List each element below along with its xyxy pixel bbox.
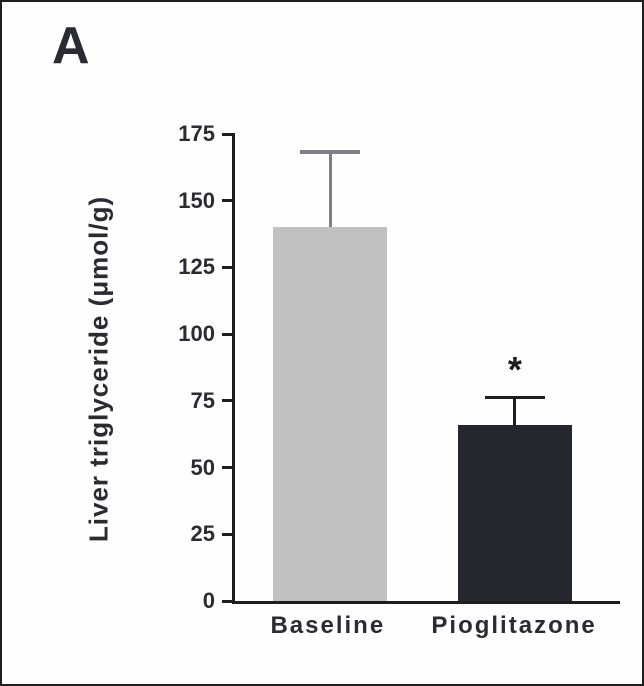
y-axis-tick (222, 532, 235, 536)
plot-area: 0 25 50 75 100 125 150 175 * (178, 123, 620, 612)
bar-baseline (273, 227, 388, 601)
y-axis-tick (222, 199, 235, 203)
error-bar-cap (299, 150, 361, 154)
y-tick-label: 25 (190, 521, 215, 547)
y-axis-label: Liver triglyceride (μmol/g) (83, 195, 114, 543)
y-tick-label: 125 (178, 254, 215, 280)
y-tick-label: 150 (178, 187, 215, 213)
y-tick-label: 175 (178, 121, 215, 146)
y-axis-tick (222, 466, 235, 470)
panel-label: A (52, 17, 90, 75)
y-tick-label: 75 (190, 387, 215, 413)
error-bar-cap (484, 395, 546, 400)
x-category-label: Baseline (270, 612, 386, 639)
significance-asterisk: * (507, 348, 522, 390)
y-tick-label: 0 (202, 588, 215, 613)
bar-pioglitazone (457, 424, 572, 601)
y-axis-tick (222, 399, 235, 403)
y-axis-tick (222, 132, 235, 136)
y-axis-tick (222, 265, 235, 269)
y-axis-tick (222, 599, 235, 603)
y-tick-label: 50 (190, 454, 215, 480)
error-bar-stem (513, 395, 517, 425)
y-axis-tick (222, 332, 235, 336)
error-bar-stem (328, 150, 332, 228)
y-tick-label: 100 (178, 321, 215, 347)
x-category-label: Pioglitazone (431, 612, 597, 639)
